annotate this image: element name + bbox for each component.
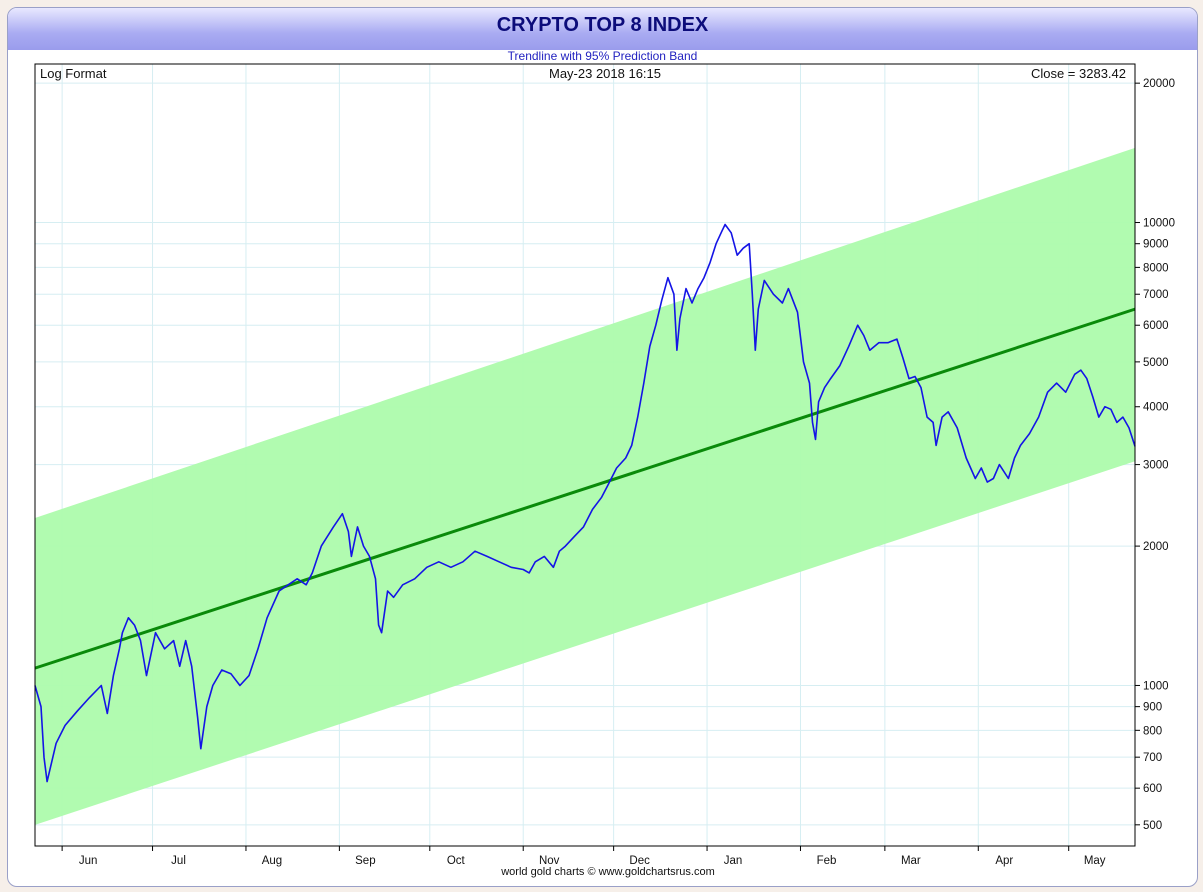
- x-tick-label: Apr: [995, 855, 1013, 867]
- x-tick-label: Mar: [901, 855, 921, 867]
- credit-text: world gold charts © www.goldchartsrus.co…: [500, 866, 715, 878]
- y-tick-label: 4000: [1143, 402, 1169, 414]
- y-tick-label: 9000: [1143, 239, 1169, 251]
- x-tick-label: Jun: [79, 855, 98, 867]
- y-tick-label: 900: [1143, 702, 1162, 714]
- y-tick-label: 8000: [1143, 262, 1169, 274]
- y-tick-label: 10000: [1143, 218, 1175, 230]
- y-axis: 20000 10000 9000 8000 7000 6000 5000 4000 3000 20…: [1135, 78, 1175, 832]
- y-tick-label: 500: [1143, 820, 1162, 832]
- y-tick-label: 800: [1143, 725, 1162, 737]
- close-label: Close = 3283.42: [1031, 66, 1126, 81]
- plot-border: [34, 63, 1136, 847]
- title-bar: CRYPTO TOP 8 INDEX: [8, 8, 1197, 50]
- x-tick-label: Feb: [817, 855, 837, 867]
- x-tick-label: Jan: [724, 855, 743, 867]
- y-tick-label: 5000: [1143, 357, 1169, 369]
- y-tick-label: 7000: [1143, 289, 1169, 301]
- x-tick-label: Sep: [355, 855, 375, 867]
- y-tick-label: 700: [1143, 752, 1162, 764]
- trendline: [34, 307, 1136, 670]
- log-format-label: Log Format: [40, 66, 107, 81]
- x-tick-label: May: [1084, 855, 1106, 867]
- chart-subtitle: Trendline with 95% Prediction Band: [507, 49, 698, 63]
- y-tick-label: 1000: [1143, 680, 1169, 692]
- x-tick-label: Dec: [629, 855, 650, 867]
- datetime-label: May-23 2018 16:15: [549, 66, 661, 81]
- x-tick-label: Oct: [447, 855, 466, 867]
- x-axis: Jun Jul Aug Sep Oct Nov Dec Jan Feb Mar Apr May: [61, 846, 1106, 867]
- x-tick-label: Nov: [539, 855, 560, 867]
- x-tick-label: Jul: [171, 855, 186, 867]
- x-tick-label: Aug: [262, 855, 282, 867]
- y-tick-label: 600: [1143, 783, 1162, 795]
- y-tick-label: 20000: [1143, 78, 1175, 90]
- chart-title: CRYPTO TOP 8 INDEX: [496, 14, 709, 36]
- y-tick-label: 6000: [1143, 320, 1169, 332]
- y-tick-label: 2000: [1143, 541, 1169, 553]
- y-tick-label: 3000: [1143, 460, 1169, 472]
- prediction-band: [35, 147, 1135, 825]
- series-line: [34, 223, 1136, 783]
